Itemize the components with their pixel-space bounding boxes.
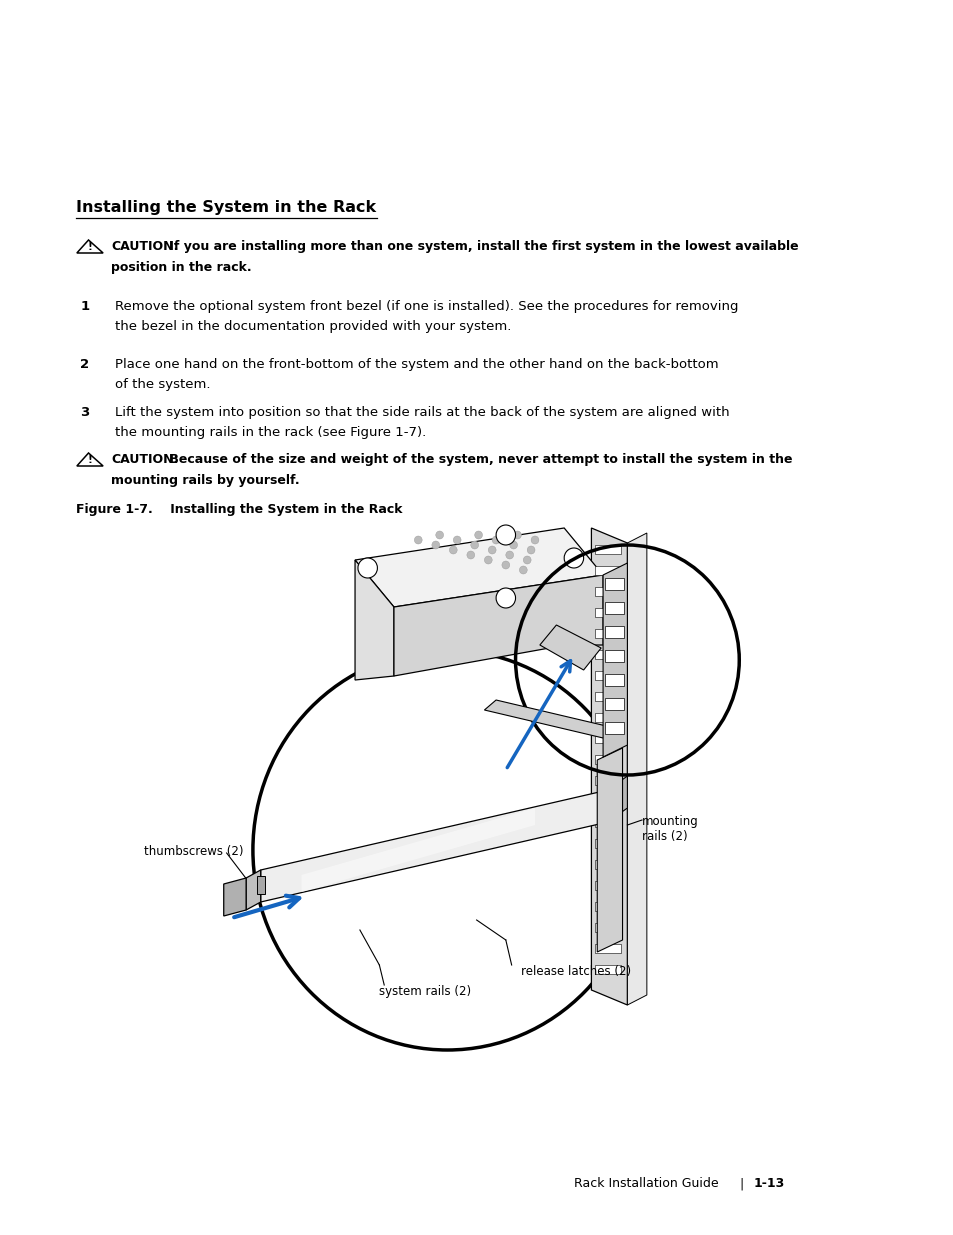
Bar (604, 601, 624, 614)
Text: Rack Installation Guide: Rack Installation Guide (574, 1177, 718, 1191)
Text: SLIDE RAIL: SLIDE RAIL (608, 825, 613, 855)
Bar (595, 860, 620, 869)
Polygon shape (355, 529, 602, 606)
Text: 1-13: 1-13 (753, 1177, 784, 1191)
Text: 1: 1 (80, 300, 90, 312)
Text: mounting
rails (2): mounting rails (2) (641, 815, 698, 844)
Text: CAUTION:: CAUTION: (111, 240, 178, 253)
Text: Because of the size and weight of the system, never attempt to install the syste: Because of the size and weight of the sy… (165, 453, 792, 466)
Text: mounting rails by yourself.: mounting rails by yourself. (111, 474, 299, 487)
Bar (604, 674, 624, 685)
Polygon shape (627, 534, 646, 1005)
Text: position in the rack.: position in the rack. (111, 261, 252, 274)
Circle shape (505, 551, 513, 559)
Text: release latches (2): release latches (2) (521, 965, 631, 978)
Bar (256, 876, 264, 894)
Text: system rails (2): system rails (2) (379, 986, 471, 998)
Polygon shape (246, 869, 260, 910)
Circle shape (484, 556, 492, 564)
Text: Remove the optional system front bezel (if one is installed). See the procedures: Remove the optional system front bezel (… (114, 300, 738, 312)
Bar (595, 692, 620, 701)
Bar (595, 881, 620, 890)
Text: If you are installing more than one system, install the first system in the lowe: If you are installing more than one syst… (165, 240, 799, 253)
Bar (595, 797, 620, 806)
Polygon shape (355, 559, 394, 680)
Bar (595, 818, 620, 827)
Polygon shape (224, 878, 246, 916)
Circle shape (432, 541, 439, 550)
Bar (595, 650, 620, 659)
Text: 2: 2 (80, 358, 90, 370)
Circle shape (470, 541, 478, 550)
Polygon shape (607, 776, 627, 823)
Text: 3: 3 (80, 406, 90, 419)
Polygon shape (602, 563, 627, 757)
Bar (604, 626, 624, 638)
Circle shape (563, 548, 583, 568)
Circle shape (496, 588, 515, 608)
Bar (604, 698, 624, 710)
Text: !: ! (87, 456, 91, 466)
Circle shape (509, 541, 517, 550)
Circle shape (518, 566, 527, 574)
Circle shape (414, 536, 422, 543)
Circle shape (466, 551, 475, 559)
Bar (595, 671, 620, 680)
Circle shape (492, 536, 499, 543)
Text: of the system.: of the system. (114, 378, 210, 391)
Bar (595, 734, 620, 743)
Text: Lift the system into position so that the side rails at the back of the system a: Lift the system into position so that th… (114, 406, 729, 419)
Bar (604, 650, 624, 662)
Text: the mounting rails in the rack (see Figure 1-7).: the mounting rails in the rack (see Figu… (114, 426, 426, 438)
Polygon shape (301, 808, 535, 892)
Circle shape (531, 536, 538, 543)
Circle shape (475, 531, 482, 538)
Bar (595, 755, 620, 764)
Circle shape (449, 546, 456, 555)
Circle shape (357, 558, 377, 578)
Bar (595, 545, 620, 555)
Polygon shape (484, 700, 614, 739)
Bar (595, 902, 620, 911)
Circle shape (513, 531, 521, 538)
Bar (604, 578, 624, 590)
Bar (595, 629, 620, 638)
Bar (595, 923, 620, 932)
Circle shape (501, 561, 509, 569)
Bar (595, 839, 620, 848)
Bar (595, 566, 620, 576)
Polygon shape (539, 625, 600, 671)
Text: Figure 1-7.    Installing the System in the Rack: Figure 1-7. Installing the System in the… (76, 503, 402, 516)
Text: Installing the System in the Rack: Installing the System in the Rack (76, 200, 375, 215)
Bar (595, 944, 620, 953)
Bar (595, 965, 620, 974)
Circle shape (453, 536, 460, 543)
Bar (595, 713, 620, 722)
Text: CAUTION:: CAUTION: (111, 453, 178, 466)
Circle shape (436, 531, 443, 538)
Bar (595, 776, 620, 785)
Circle shape (523, 556, 531, 564)
Circle shape (527, 546, 535, 555)
Polygon shape (591, 529, 627, 1005)
Bar (595, 587, 620, 597)
Circle shape (488, 546, 496, 555)
Bar (595, 608, 620, 618)
Text: thumbscrews (2): thumbscrews (2) (144, 845, 243, 858)
Polygon shape (260, 790, 607, 902)
Text: !: ! (87, 242, 91, 252)
Text: the bezel in the documentation provided with your system.: the bezel in the documentation provided … (114, 320, 511, 333)
Circle shape (496, 525, 515, 545)
Bar (604, 722, 624, 734)
Polygon shape (597, 748, 622, 952)
Text: Place one hand on the front-bottom of the system and the other hand on the back-: Place one hand on the front-bottom of th… (114, 358, 718, 370)
Text: |: | (739, 1177, 742, 1191)
Polygon shape (394, 576, 602, 676)
